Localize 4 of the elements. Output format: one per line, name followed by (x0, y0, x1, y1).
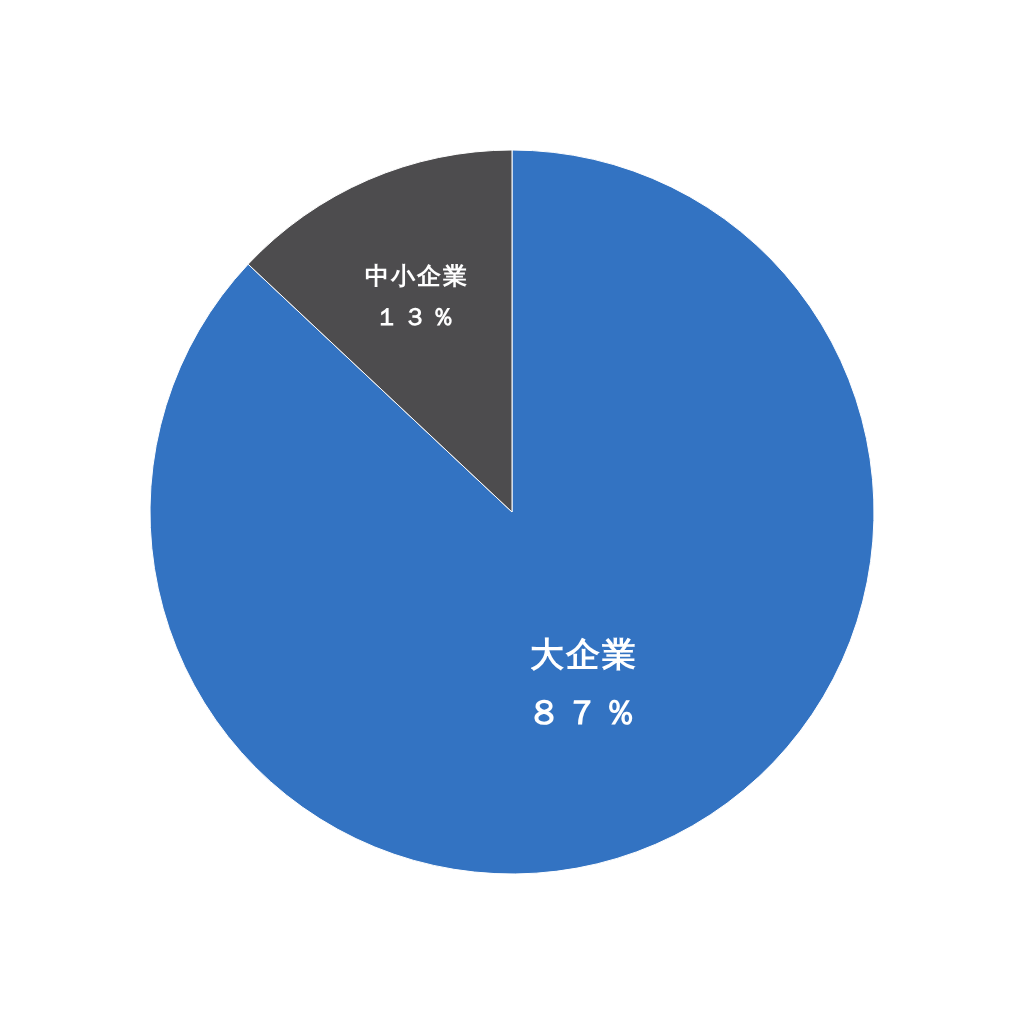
data-label: １３％ (375, 303, 460, 332)
slice-label: 大企業 (529, 634, 638, 675)
slice-label: 中小企業 (365, 262, 470, 291)
data-label: ８７％ (526, 692, 641, 733)
